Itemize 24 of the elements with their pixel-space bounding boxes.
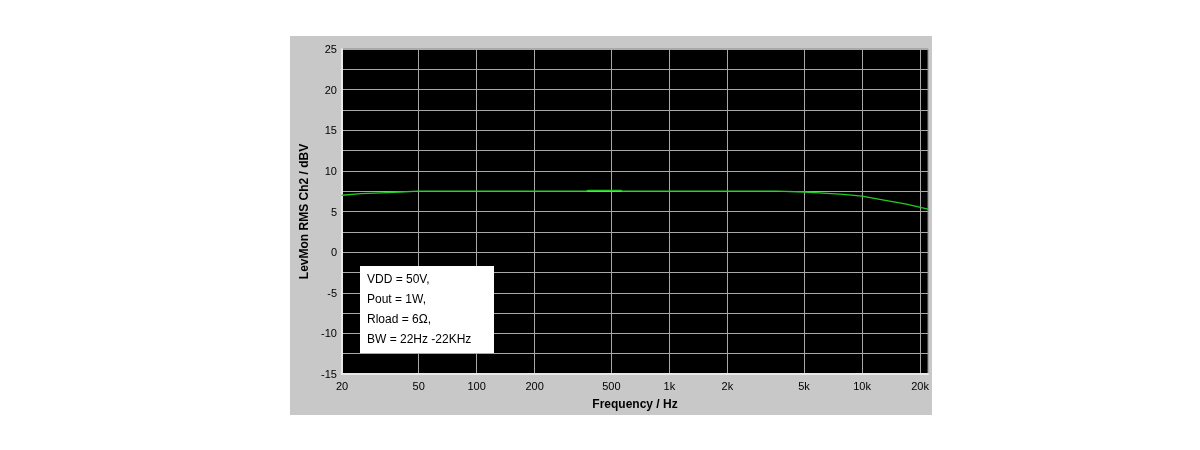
x-tick-label: 50 bbox=[412, 379, 425, 392]
y-tick-label: 0 bbox=[330, 246, 337, 259]
y-tick-label: 25 bbox=[324, 43, 337, 55]
x-tick-label: 1k bbox=[663, 379, 676, 392]
y-tick-label: -5 bbox=[327, 286, 337, 299]
x-axis-title: Frequency / Hz bbox=[592, 397, 678, 411]
annotation: Rload = 6Ω, bbox=[367, 312, 432, 326]
x-tick-label: 20k bbox=[911, 379, 930, 392]
x-tick-label: 100 bbox=[467, 379, 486, 392]
y-tick-label: -15 bbox=[321, 368, 337, 380]
x-tick-label: 200 bbox=[525, 379, 544, 392]
x-tick-label: 2k bbox=[721, 379, 734, 392]
y-tick-label: 10 bbox=[324, 164, 337, 177]
y-tick-label: 20 bbox=[324, 83, 337, 96]
x-tick-label: 500 bbox=[602, 379, 621, 392]
y-tick-label: 15 bbox=[324, 124, 337, 137]
y-tick-label: 5 bbox=[330, 205, 337, 218]
annotation: VDD = 50V, bbox=[367, 272, 430, 286]
x-tick-label: 5k bbox=[798, 379, 811, 392]
y-axis-title: LevMon RMS Ch2 / dBV bbox=[297, 143, 311, 280]
annotation: Pout = 1W, bbox=[367, 292, 427, 306]
x-tick-label: 10k bbox=[853, 379, 872, 392]
y-tick-label: -10 bbox=[321, 327, 337, 340]
annotation: BW = 22Hz -22KHz bbox=[367, 332, 472, 346]
